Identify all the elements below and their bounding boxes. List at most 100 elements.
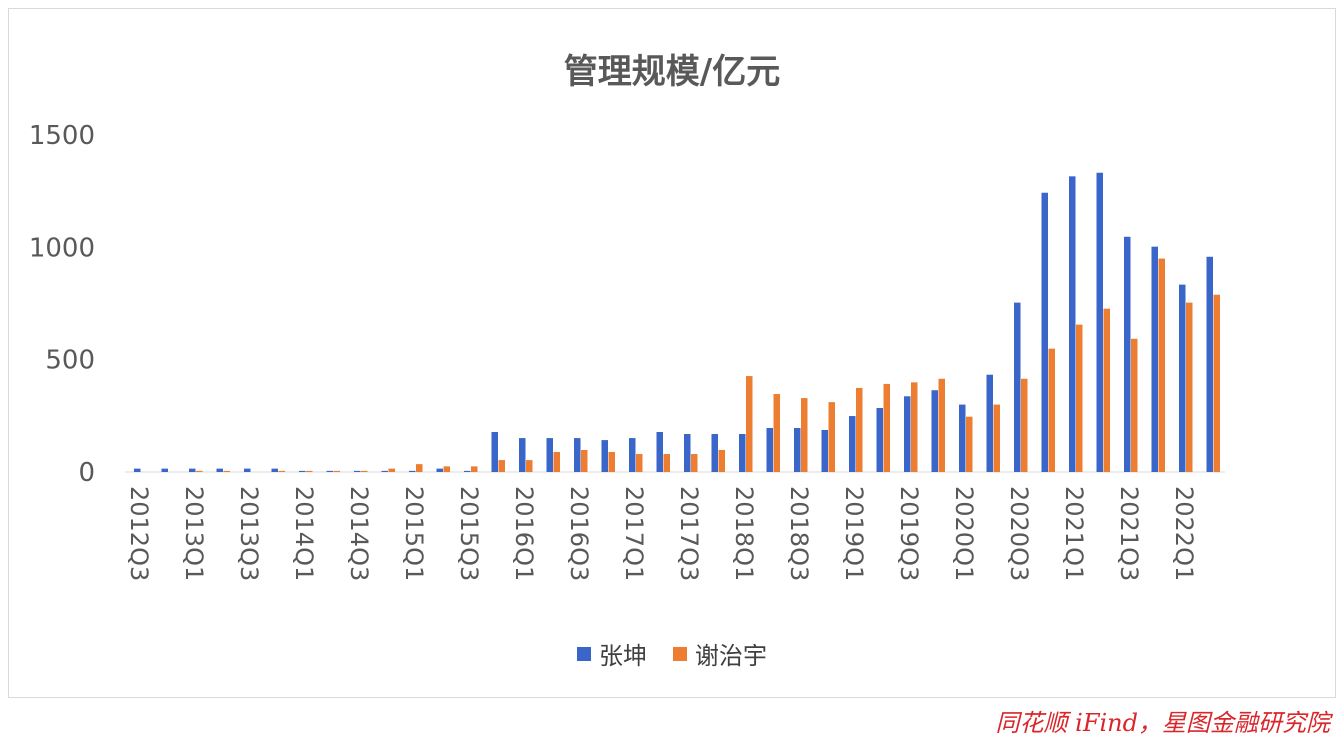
bar-xiezhiyu: [526, 460, 533, 472]
bar-zhangkun: [1014, 302, 1021, 472]
bar-zhangkun: [711, 434, 718, 472]
bar-zhangkun: [821, 429, 828, 472]
bar-zhangkun: [464, 470, 471, 472]
bar-zhangkun: [409, 470, 416, 472]
bar-zhangkun: [271, 468, 278, 472]
bar-xiezhiyu: [471, 466, 478, 472]
bar-zhangkun: [1041, 192, 1048, 473]
bar-xiezhiyu: [938, 378, 945, 472]
x-tick-label: 2021Q1: [1060, 486, 1088, 581]
bar-zhangkun: [849, 416, 856, 472]
bar-xiezhiyu: [1213, 294, 1220, 472]
x-tick-label: 2021Q3: [1115, 486, 1143, 581]
bar-xiezhiyu: [691, 454, 698, 472]
bar-xiezhiyu: [1186, 302, 1193, 472]
x-tick-label: 2012Q3: [125, 486, 153, 581]
x-tick-label: 2019Q1: [840, 486, 868, 581]
bar-xiezhiyu: [856, 387, 863, 472]
bar-xiezhiyu: [1131, 338, 1138, 472]
legend-item-xiezhiyu[interactable]: 谢治宇: [673, 636, 767, 671]
bar-xiezhiyu: [1048, 348, 1055, 472]
bar-zhangkun: [244, 468, 251, 472]
bar-zhangkun: [876, 407, 883, 472]
x-tick-label: 2016Q1: [510, 486, 538, 581]
bar-xiezhiyu: [1158, 258, 1165, 472]
bar-zhangkun: [794, 427, 801, 472]
bar-xiezhiyu: [966, 416, 973, 472]
bar-zhangkun: [1069, 176, 1076, 472]
chart-frame: [8, 8, 1336, 698]
bar-xiezhiyu: [1021, 378, 1028, 472]
bar-xiezhiyu: [333, 470, 340, 472]
bar-xiezhiyu: [416, 464, 423, 472]
bar-zhangkun: [629, 438, 636, 472]
x-tick-label: 2016Q3: [565, 486, 593, 581]
legend-swatch: [577, 646, 591, 661]
bar-xiezhiyu: [911, 382, 918, 472]
bar-zhangkun: [299, 470, 306, 472]
bar-xiezhiyu: [196, 470, 203, 472]
legend-swatch: [673, 646, 687, 661]
bar-zhangkun: [519, 438, 526, 472]
x-tick-label: 2014Q1: [290, 486, 318, 581]
x-tick-label: 2014Q3: [345, 486, 373, 581]
bar-zhangkun: [1179, 284, 1186, 472]
bar-zhangkun: [491, 432, 498, 472]
bar-xiezhiyu: [581, 449, 588, 472]
bar-xiezhiyu: [1103, 308, 1110, 472]
bar-xiezhiyu: [443, 466, 450, 472]
legend-label: 谢治宇: [695, 642, 767, 670]
x-tick-label: 2015Q1: [400, 486, 428, 581]
bar-xiezhiyu: [636, 454, 643, 472]
legend-label: 张坤: [599, 642, 647, 670]
x-tick-label: 2013Q3: [235, 486, 263, 581]
x-tick-label: 2017Q1: [620, 486, 648, 581]
x-tick-label: 2020Q1: [950, 486, 978, 581]
bar-xiezhiyu: [361, 470, 368, 472]
bar-xiezhiyu: [663, 454, 670, 472]
bar-zhangkun: [931, 390, 938, 472]
bar-zhangkun: [216, 468, 223, 472]
bar-xiezhiyu: [223, 470, 230, 472]
y-tick-label: 500: [45, 346, 95, 376]
bar-xiezhiyu: [1076, 324, 1083, 472]
bar-zhangkun: [684, 434, 691, 472]
x-tick-label: 2022Q1: [1170, 486, 1198, 581]
bar-xiezhiyu: [306, 470, 313, 472]
bar-zhangkun: [1206, 256, 1213, 472]
bar-zhangkun: [381, 470, 388, 472]
watermark: 同花顺 iFind，星图金融研究院: [995, 709, 1330, 737]
bar-zhangkun: [1124, 236, 1131, 472]
bar-xiezhiyu: [828, 402, 835, 472]
bar-zhangkun: [1151, 246, 1158, 472]
bar-xiezhiyu: [993, 404, 1000, 472]
bar-xiezhiyu: [883, 383, 890, 472]
bar-zhangkun: [326, 470, 333, 472]
y-tick-label: 1000: [29, 233, 95, 263]
bar-zhangkun: [959, 404, 966, 472]
bar-zhangkun: [436, 468, 443, 472]
bar-xiezhiyu: [801, 398, 808, 472]
bar-xiezhiyu: [278, 470, 285, 472]
bar-xiezhiyu: [608, 452, 615, 472]
legend: 张坤 谢治宇: [0, 636, 1344, 671]
bar-xiezhiyu: [773, 394, 780, 472]
bar-xiezhiyu: [553, 452, 560, 472]
bar-zhangkun: [904, 396, 911, 472]
bar-zhangkun: [189, 468, 196, 472]
bar-zhangkun: [161, 468, 168, 472]
chart-title: 管理规模/亿元: [563, 52, 781, 92]
x-tick-label: 2018Q1: [730, 486, 758, 581]
bar-zhangkun: [986, 374, 993, 472]
legend-item-zhangkun[interactable]: 张坤: [577, 636, 647, 671]
bar-zhangkun: [1096, 172, 1103, 472]
x-tick-label: 2020Q3: [1005, 486, 1033, 581]
bar-zhangkun: [354, 470, 361, 472]
bar-zhangkun: [656, 432, 663, 472]
bar-zhangkun: [766, 427, 773, 472]
bar-zhangkun: [739, 434, 746, 472]
x-tick-label: 2018Q3: [785, 486, 813, 581]
bar-xiezhiyu: [388, 468, 395, 472]
x-tick-label: 2015Q3: [455, 486, 483, 581]
